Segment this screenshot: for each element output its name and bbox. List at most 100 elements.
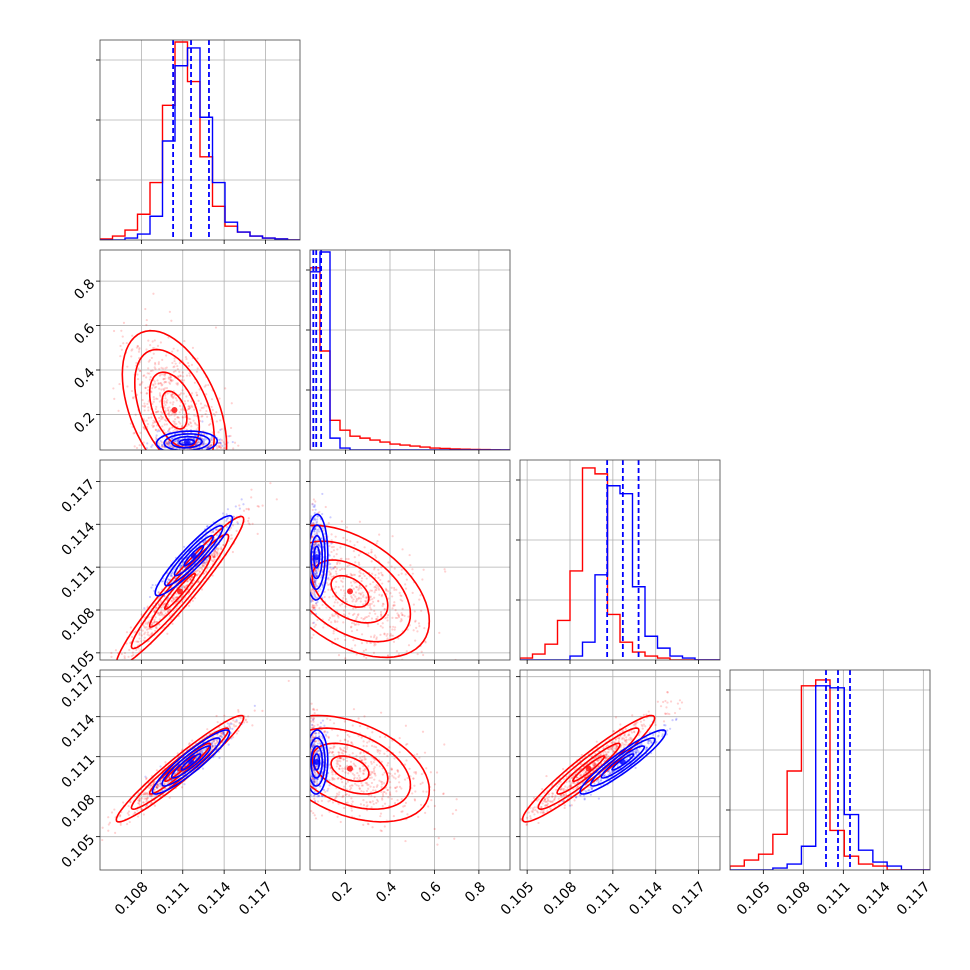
sample-point	[247, 508, 250, 511]
sample-point	[166, 610, 169, 613]
sample-point	[141, 404, 144, 408]
sample-point	[318, 510, 321, 514]
sample-point	[153, 620, 156, 623]
sample-point	[196, 441, 199, 444]
sample-point	[366, 623, 370, 626]
sample-point	[313, 790, 316, 793]
sample-point	[160, 614, 163, 617]
sample-point	[138, 799, 141, 803]
sample-point	[215, 528, 218, 531]
sample-point	[129, 800, 132, 803]
sample-point	[401, 810, 404, 813]
sample-point	[319, 785, 322, 788]
sample-point	[407, 615, 410, 618]
contour-blue-3	[151, 729, 231, 795]
sample-point	[412, 777, 415, 780]
sample-point	[332, 632, 335, 635]
sample-point	[210, 558, 213, 562]
sample-point	[201, 415, 204, 418]
sample-point	[197, 399, 200, 402]
sample-point	[393, 586, 396, 590]
sample-point	[374, 789, 377, 792]
sample-point	[141, 629, 144, 632]
sample-point	[310, 600, 313, 603]
sample-point	[202, 406, 205, 409]
sample-point	[381, 602, 385, 605]
sample-point	[190, 576, 194, 579]
sample-point	[142, 426, 145, 429]
sample-point	[397, 614, 400, 617]
sample-point	[414, 639, 417, 642]
sample-point	[332, 604, 335, 608]
sample-point	[148, 378, 152, 381]
sample-point	[352, 593, 355, 597]
sample-point	[171, 395, 174, 398]
sample-point	[164, 403, 167, 407]
sample-point	[160, 444, 164, 447]
sample-point	[157, 784, 160, 787]
sample-point	[151, 631, 154, 635]
sample-point	[235, 529, 238, 532]
sample-point	[235, 719, 238, 722]
sample-point	[381, 804, 384, 808]
sample-point	[320, 814, 324, 817]
sample-point	[363, 756, 366, 759]
sample-point	[220, 546, 223, 549]
sample-point	[145, 392, 148, 395]
sample-point	[337, 654, 341, 657]
sample-point	[340, 757, 343, 760]
sample-point	[344, 738, 347, 742]
sample-point	[570, 804, 573, 807]
sample-point	[313, 711, 316, 715]
sample-point	[348, 754, 351, 757]
sample-point	[211, 744, 214, 747]
sample-point	[201, 749, 204, 753]
sample-point	[393, 628, 396, 631]
sample-point	[317, 543, 320, 546]
sample-point	[146, 442, 149, 445]
sample-point	[158, 429, 161, 432]
sample-point	[142, 374, 145, 378]
sample-point	[253, 709, 256, 712]
sample-point	[351, 613, 355, 617]
sample-point	[354, 561, 357, 564]
sample-point	[188, 406, 192, 409]
sample-point	[136, 815, 140, 818]
sample-point	[161, 443, 164, 446]
sample-point	[113, 808, 116, 811]
sample-point	[313, 778, 317, 781]
sample-point	[228, 435, 231, 438]
sample-point	[114, 831, 117, 834]
sample-point	[138, 798, 141, 801]
sample-point	[383, 790, 386, 794]
sample-point	[335, 580, 338, 583]
sample-point	[429, 771, 432, 774]
sample-point	[365, 641, 369, 644]
sample-point	[413, 610, 416, 613]
sample-point	[230, 537, 234, 540]
sample-point	[334, 535, 337, 538]
sample-point	[369, 606, 372, 609]
sample-point	[223, 443, 226, 446]
sample-point	[162, 389, 166, 392]
sample-point	[219, 442, 222, 445]
sample-point	[318, 607, 321, 610]
sample-point	[313, 708, 316, 712]
sample-point	[247, 519, 250, 523]
sample-point	[140, 391, 143, 394]
sample-point	[310, 636, 313, 639]
sample-point	[368, 612, 371, 615]
sample-point	[146, 797, 149, 800]
sample-point	[313, 593, 316, 596]
sample-point	[287, 679, 290, 683]
sample-point	[138, 797, 142, 800]
sample-point	[403, 763, 407, 766]
sample-point	[349, 760, 353, 763]
sample-point	[142, 801, 145, 804]
sample-point	[392, 625, 395, 628]
sample-point	[204, 412, 207, 416]
sample-point	[316, 528, 319, 532]
sample-point	[317, 542, 320, 546]
sample-point	[106, 693, 108, 695]
grid-3-0	[100, 670, 300, 870]
